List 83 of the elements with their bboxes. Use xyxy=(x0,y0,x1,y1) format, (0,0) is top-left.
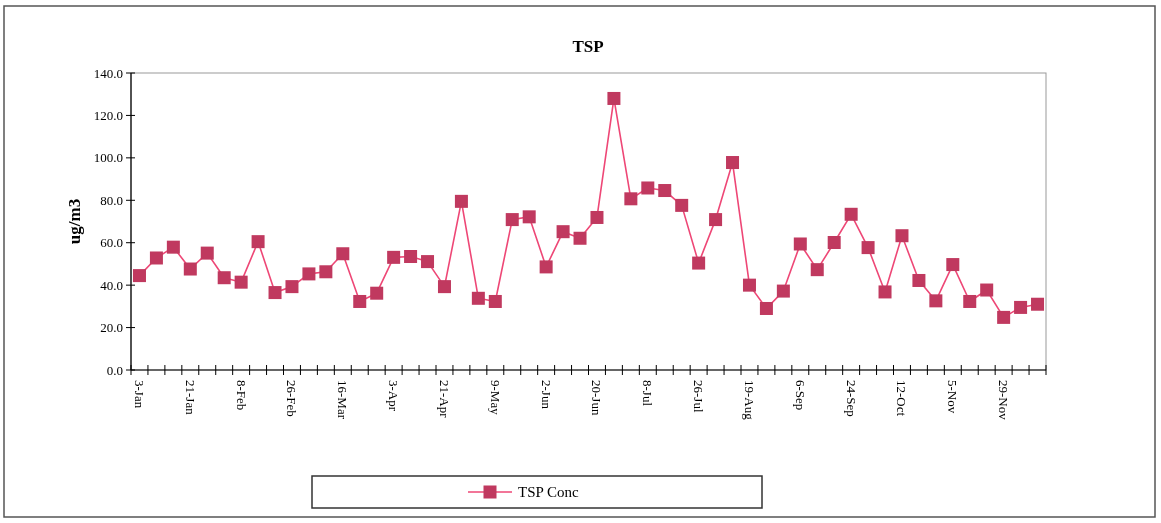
point xyxy=(505,213,519,227)
x-tick-label: 12-Oct xyxy=(894,380,910,417)
point xyxy=(302,267,316,281)
point xyxy=(997,310,1011,324)
point xyxy=(810,263,824,277)
point xyxy=(1031,297,1045,311)
x-tick-label: 26-Feb xyxy=(284,380,300,417)
point xyxy=(861,241,875,255)
point xyxy=(759,301,773,315)
point xyxy=(234,275,248,289)
point xyxy=(488,294,502,308)
x-tick-label: 21-Jan xyxy=(182,380,198,416)
point xyxy=(827,236,841,249)
point xyxy=(556,225,570,239)
point xyxy=(946,258,960,272)
x-tick-label: 3-Jan xyxy=(131,380,147,409)
point xyxy=(404,250,418,263)
chart-title: TSP xyxy=(572,37,604,56)
point xyxy=(929,294,943,308)
x-tick-label: 20-Jun xyxy=(589,380,605,416)
y-tick-label: 100.0 xyxy=(93,150,123,166)
point xyxy=(522,210,536,224)
x-tick-label: 29-Nov xyxy=(996,380,1012,421)
x-tick-label: 16-Mar xyxy=(335,380,351,420)
point xyxy=(285,280,299,294)
point xyxy=(539,260,553,274)
point xyxy=(268,286,282,300)
y-tick-label: 0.0 xyxy=(106,362,123,378)
y-tick-label: 60.0 xyxy=(100,235,123,251)
point xyxy=(726,156,740,170)
point xyxy=(709,213,723,227)
y-tick-label: 140.0 xyxy=(93,65,123,81)
x-tick-label: 5-Nov xyxy=(945,380,961,414)
point xyxy=(692,256,706,270)
x-tick-label: 19-Aug xyxy=(741,380,757,421)
y-tick-label: 40.0 xyxy=(100,277,123,293)
point xyxy=(844,207,858,221)
point xyxy=(658,184,672,198)
point xyxy=(437,280,451,294)
point xyxy=(471,291,485,305)
x-tick-label: 2-Jun xyxy=(538,380,554,410)
point xyxy=(590,210,604,224)
point xyxy=(166,240,180,254)
x-tick-label: 26-Jul xyxy=(691,380,707,413)
point xyxy=(573,231,587,245)
point xyxy=(641,181,655,195)
x-tick-label: 21-Apr xyxy=(436,380,452,419)
point xyxy=(742,278,756,292)
x-tick-label: 24-Sep xyxy=(843,380,859,417)
point xyxy=(336,247,350,261)
point xyxy=(793,237,807,251)
x-tick-label: 6-Sep xyxy=(792,380,808,411)
point xyxy=(895,229,909,243)
point xyxy=(675,198,689,212)
point xyxy=(132,269,146,283)
point xyxy=(200,246,214,260)
point xyxy=(183,262,197,276)
y-tick-label: 20.0 xyxy=(100,320,123,336)
legend-label: TSP Conc xyxy=(518,484,580,501)
point xyxy=(421,255,435,269)
point xyxy=(878,285,892,299)
point xyxy=(607,91,621,105)
y-axis-title: ug/m3 xyxy=(65,198,84,245)
point xyxy=(1014,300,1028,314)
x-tick-label: 8-Feb xyxy=(233,380,249,411)
x-tick-label: 9-May xyxy=(487,380,503,416)
point xyxy=(370,286,384,300)
point xyxy=(149,251,163,265)
point xyxy=(912,273,926,287)
point xyxy=(319,265,333,279)
x-tick-label: 3-Apr xyxy=(386,380,402,412)
point xyxy=(217,271,231,285)
y-tick-label: 120.0 xyxy=(93,107,123,123)
point xyxy=(624,192,638,206)
y-tick-label: 80.0 xyxy=(100,192,123,208)
point xyxy=(980,283,994,297)
point xyxy=(454,194,468,208)
point xyxy=(353,294,367,308)
point xyxy=(251,235,265,249)
point xyxy=(963,294,977,308)
point xyxy=(387,250,401,264)
x-tick-label: 8-Jul xyxy=(640,380,656,407)
point xyxy=(776,284,790,298)
